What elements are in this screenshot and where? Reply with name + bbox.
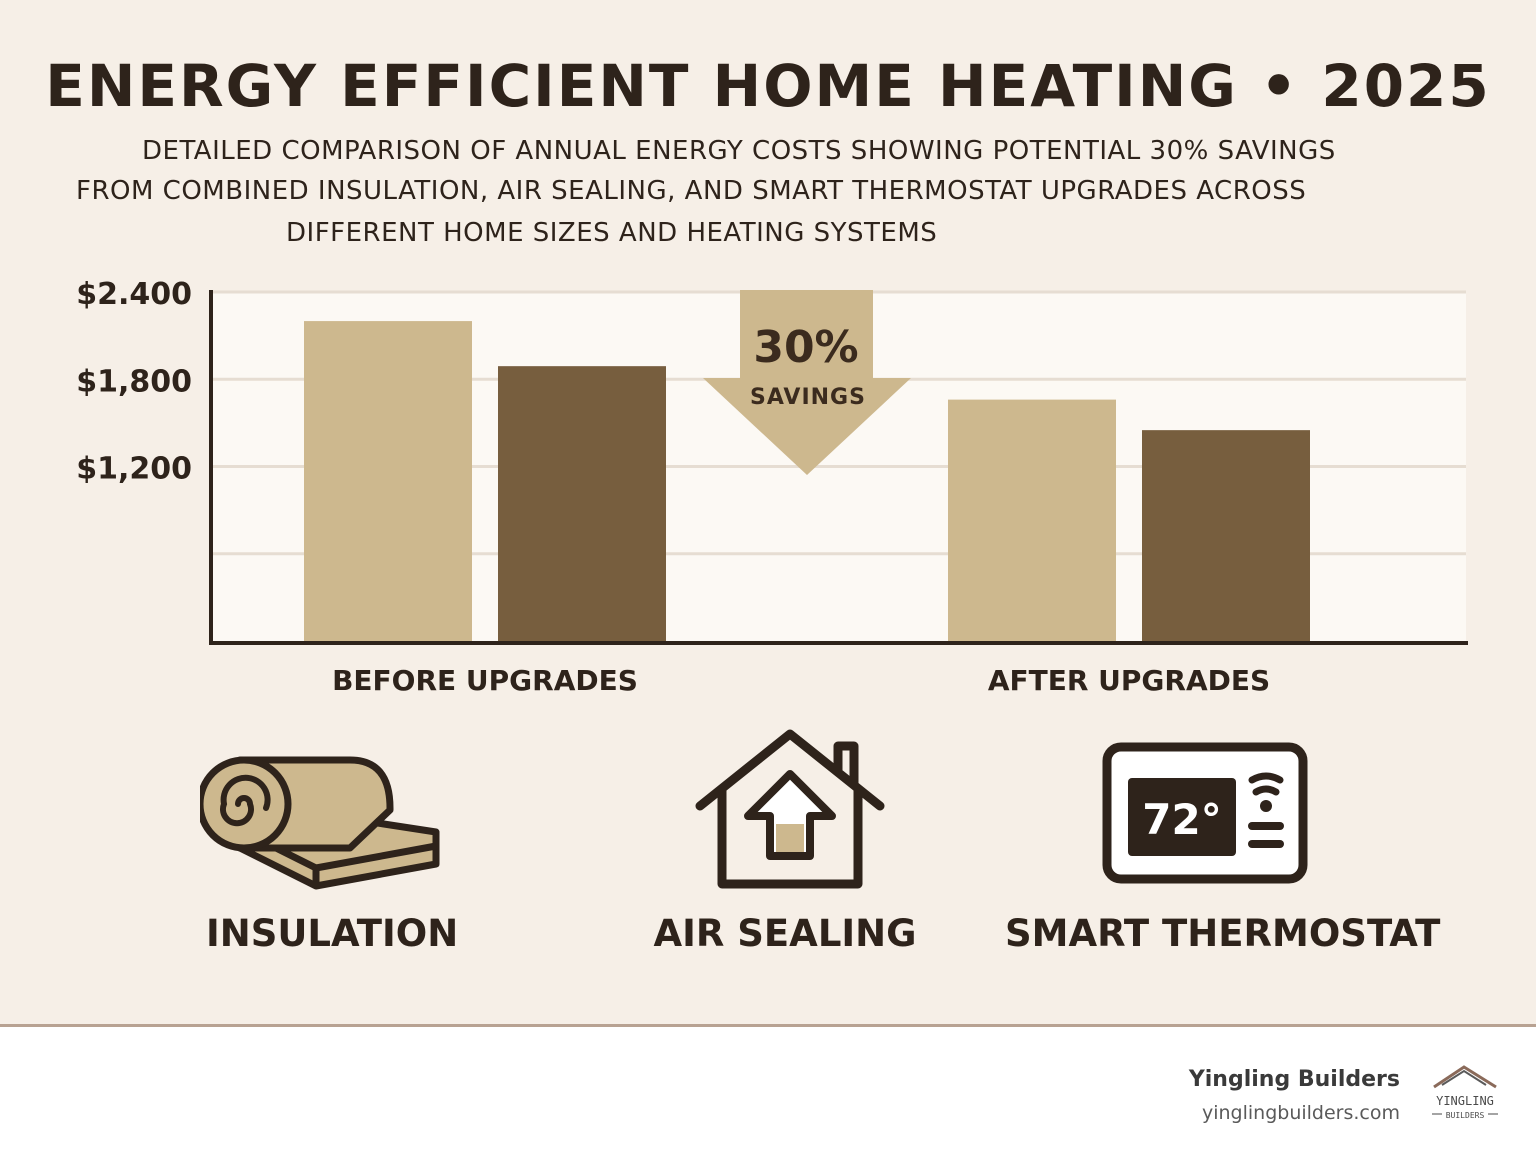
x-category-labels: BEFORE UPGRADES AFTER UPGRADES	[332, 664, 1270, 697]
yingling-logo-icon: YINGLING BUILDERS	[1432, 1065, 1498, 1120]
x-category-label-1: AFTER UPGRADES	[988, 664, 1270, 697]
brand-name: Yingling Builders	[1188, 1067, 1400, 1092]
thermostat-icon: 72°	[1102, 742, 1308, 884]
insulation-roll-icon	[200, 756, 440, 890]
footer: Yingling Builders yinglingbuilders.com Y…	[0, 1024, 1536, 1157]
y-tick-labels: $2.400 $1,800 $1,200	[76, 277, 192, 487]
bar-0-1	[498, 366, 666, 641]
cost-bar-chart: $2.400 $1,800 $1,200 BEFORE UPGRADES AFTER …	[76, 277, 1468, 697]
thermostat-display: 72°	[1142, 795, 1221, 844]
savings-label: SAVINGS	[750, 385, 866, 410]
insulation-label: INSULATION	[206, 912, 459, 955]
house-arrow-icon	[695, 729, 885, 889]
savings-value: 30%	[753, 322, 858, 373]
smart-thermostat-label: SMART THERMOSTAT	[1005, 912, 1441, 955]
bar-0-0	[304, 321, 472, 641]
y-tick-label-1: $1,800	[76, 364, 192, 399]
air-sealing-label: AIR SEALING	[653, 912, 917, 955]
bars	[304, 321, 1310, 641]
subtitle-line-1: DETAILED COMPARISON OF ANNUAL ENERGY COS…	[142, 136, 1336, 166]
bar-1-1	[1142, 430, 1310, 641]
logo-text-top: YINGLING	[1436, 1094, 1494, 1108]
savings-annotation: 30% SAVINGS	[703, 290, 911, 475]
x-category-label-0: BEFORE UPGRADES	[332, 664, 638, 697]
savings-arrow	[703, 290, 911, 475]
logo-text-bottom: BUILDERS	[1446, 1111, 1485, 1120]
brand-url[interactable]: yinglingbuilders.com	[1201, 1102, 1400, 1124]
y-tick-label-2: $1,200	[76, 452, 192, 487]
subtitle-line-3: DIFFERENT HOME SIZES AND HEATING SYSTEMS	[286, 218, 938, 248]
subtitle-line-2: FROM COMBINED INSULATION, AIR SEALING, A…	[76, 176, 1307, 206]
y-tick-label-0: $2.400	[76, 277, 192, 312]
page-title: ENERGY EFFICIENT HOME HEATING • 2025	[45, 52, 1491, 120]
bar-1-0	[948, 399, 1116, 641]
